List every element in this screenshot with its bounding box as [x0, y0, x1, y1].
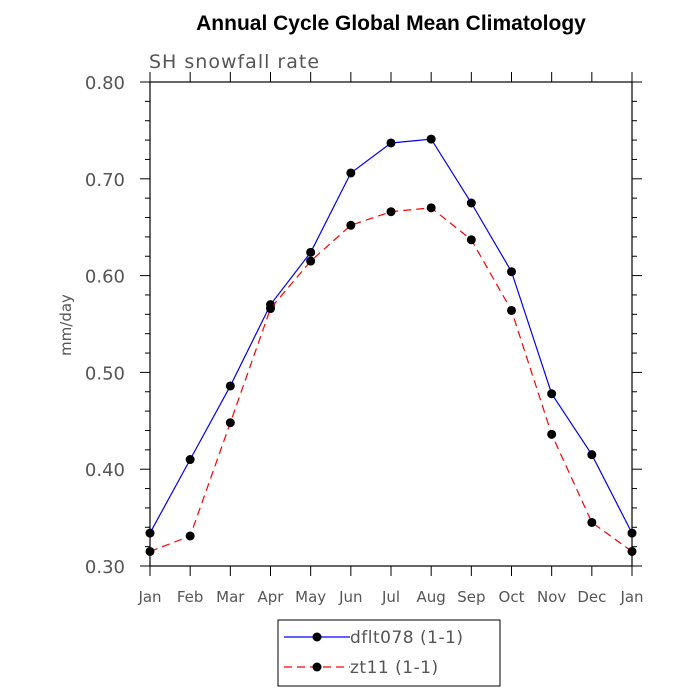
series-1-point	[185, 455, 195, 465]
series-2-point	[306, 256, 316, 266]
series-1-point	[627, 528, 637, 538]
series-2-point	[145, 546, 155, 556]
x-tick-label: Jan	[137, 588, 161, 606]
series-1-point	[145, 528, 155, 538]
legend-label-1: dflt078 (1-1)	[350, 628, 464, 648]
series-2-point	[225, 418, 235, 428]
y-tick-label: 0.60	[85, 267, 125, 288]
x-tick-label: Mar	[216, 588, 245, 606]
y-tick-label: 0.50	[85, 363, 125, 384]
series-2-point	[627, 546, 637, 556]
legend-marker-2	[312, 662, 322, 672]
series-2-point	[547, 429, 557, 439]
series-2-point	[507, 305, 516, 315]
chart-subtitle: SH snowfall rate	[149, 51, 320, 73]
y-tick-label: 0.30	[85, 557, 125, 578]
series-2-point	[386, 207, 396, 217]
plot-area: 0.30 0.40 0.50 0.60 0.70 0.80 Jan Feb Mar Apr May J…	[85, 72, 644, 606]
x-tick-label: Dec	[577, 588, 606, 606]
x-tick-label: Aug	[417, 588, 446, 606]
legend-label-2: zt11 (1-1)	[350, 658, 439, 678]
series-2-point	[185, 531, 195, 541]
series-1-point	[386, 138, 396, 148]
series-1-point	[507, 267, 516, 277]
series-1-point	[547, 389, 557, 399]
series-2-point	[466, 235, 476, 245]
series-1-point	[306, 247, 316, 257]
series-1-point	[587, 450, 597, 460]
legend-marker-1	[312, 632, 322, 642]
series-2-point	[266, 304, 275, 314]
series-line-1	[149, 138, 633, 534]
x-tick-label: Jun	[338, 588, 362, 606]
series-1-point	[466, 198, 476, 208]
series-1-point	[346, 168, 356, 178]
x-tick-label: Feb	[177, 588, 204, 606]
series-2-point	[426, 203, 436, 213]
chart-title: Annual Cycle Global Mean Climatology	[196, 12, 586, 35]
y-tick-label: 0.70	[85, 170, 125, 191]
x-tick-label: Jul	[381, 588, 400, 606]
x-tick-label: Apr	[258, 588, 285, 606]
series-2-point	[346, 220, 356, 230]
x-tick-label: May	[295, 588, 326, 606]
y-tick-label: 0.80	[85, 73, 125, 94]
series-1-point	[225, 381, 235, 391]
y-axis-label: mm/day	[57, 294, 75, 356]
x-tick-label: Jan	[619, 588, 643, 606]
series-line-2	[149, 207, 633, 553]
x-tick-label: Oct	[499, 588, 525, 606]
x-tick-label: Nov	[537, 588, 566, 606]
series-2-point	[587, 517, 597, 527]
y-tick-label: 0.40	[85, 460, 125, 481]
x-tick-label: Sep	[457, 588, 485, 606]
legend: dflt078 (1-1) zt11 (1-1)	[277, 619, 501, 687]
legend-box	[277, 619, 501, 687]
series-1-point	[426, 134, 436, 144]
plot-frame	[149, 81, 633, 567]
